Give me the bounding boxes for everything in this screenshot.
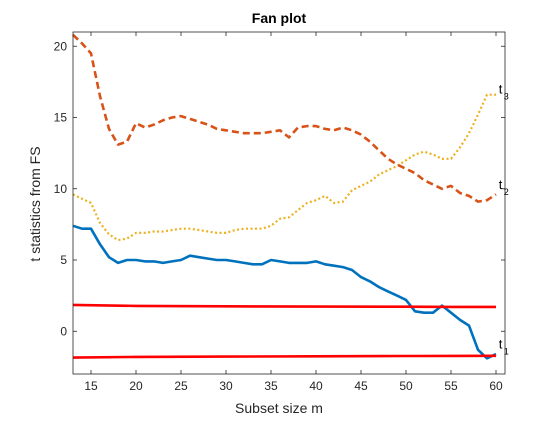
series-end-label-subscript: 3 <box>504 91 509 101</box>
series-labels-layer: t 3t 2t 1 <box>499 81 509 356</box>
ticks-layer: 15 20 25 30 35 40 45 50 55 60 0 5 10 15 20 <box>54 32 505 393</box>
y-tick-label: 10 <box>54 182 68 196</box>
x-axis-label: Subset size m <box>235 400 323 416</box>
chart-title: Fan plot <box>252 10 307 26</box>
y-axis-label: t statistics from FS <box>27 146 43 261</box>
y-tick-label: 20 <box>54 39 68 53</box>
series-layer <box>72 33 497 360</box>
x-tick-label: 20 <box>129 379 143 393</box>
y-tick-label: 5 <box>60 253 67 267</box>
series-end-label-main: t <box>499 81 503 96</box>
x-tick-label: 45 <box>354 379 368 393</box>
axes-box <box>72 31 506 375</box>
series-line-band-upper <box>72 303 496 309</box>
x-tick-label: 35 <box>264 379 278 393</box>
x-tick-label: 40 <box>309 379 323 393</box>
x-tick-label: 50 <box>399 379 413 393</box>
series-line-band-lower <box>72 354 497 359</box>
series-line-t3 <box>72 93 496 242</box>
series-end-label-main: t <box>499 177 503 192</box>
x-tick-label: 55 <box>444 379 458 393</box>
x-tick-label: 60 <box>489 379 503 393</box>
axes-layer <box>72 31 506 375</box>
plot-background <box>73 32 505 374</box>
series-end-label-subscript: 2 <box>504 187 509 197</box>
y-tick-label: 0 <box>60 324 67 338</box>
series-end-label-subscript: 1 <box>504 346 509 356</box>
x-tick-label: 30 <box>219 379 233 393</box>
plot-area <box>73 32 505 374</box>
x-tick-label: 25 <box>174 379 188 393</box>
series-line-t2 <box>72 33 497 203</box>
y-tick-label: 15 <box>54 111 68 125</box>
x-tick-label: 15 <box>84 379 98 393</box>
series-line-t1 <box>72 224 497 360</box>
series-end-label-main: t <box>499 336 503 351</box>
